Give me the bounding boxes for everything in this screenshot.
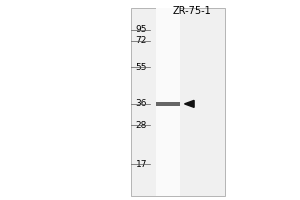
- Text: 95: 95: [136, 25, 147, 34]
- Text: 72: 72: [136, 36, 147, 45]
- Text: ZR-75-1: ZR-75-1: [172, 6, 212, 16]
- Bar: [156, 102, 180, 106]
- Text: 17: 17: [136, 160, 147, 169]
- Text: 28: 28: [136, 121, 147, 130]
- Bar: [130, 8, 225, 196]
- Polygon shape: [184, 100, 194, 107]
- Text: 36: 36: [136, 99, 147, 108]
- Bar: [156, 8, 180, 196]
- Text: 55: 55: [136, 63, 147, 72]
